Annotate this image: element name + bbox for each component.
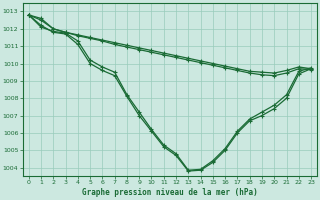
X-axis label: Graphe pression niveau de la mer (hPa): Graphe pression niveau de la mer (hPa) (82, 188, 258, 197)
